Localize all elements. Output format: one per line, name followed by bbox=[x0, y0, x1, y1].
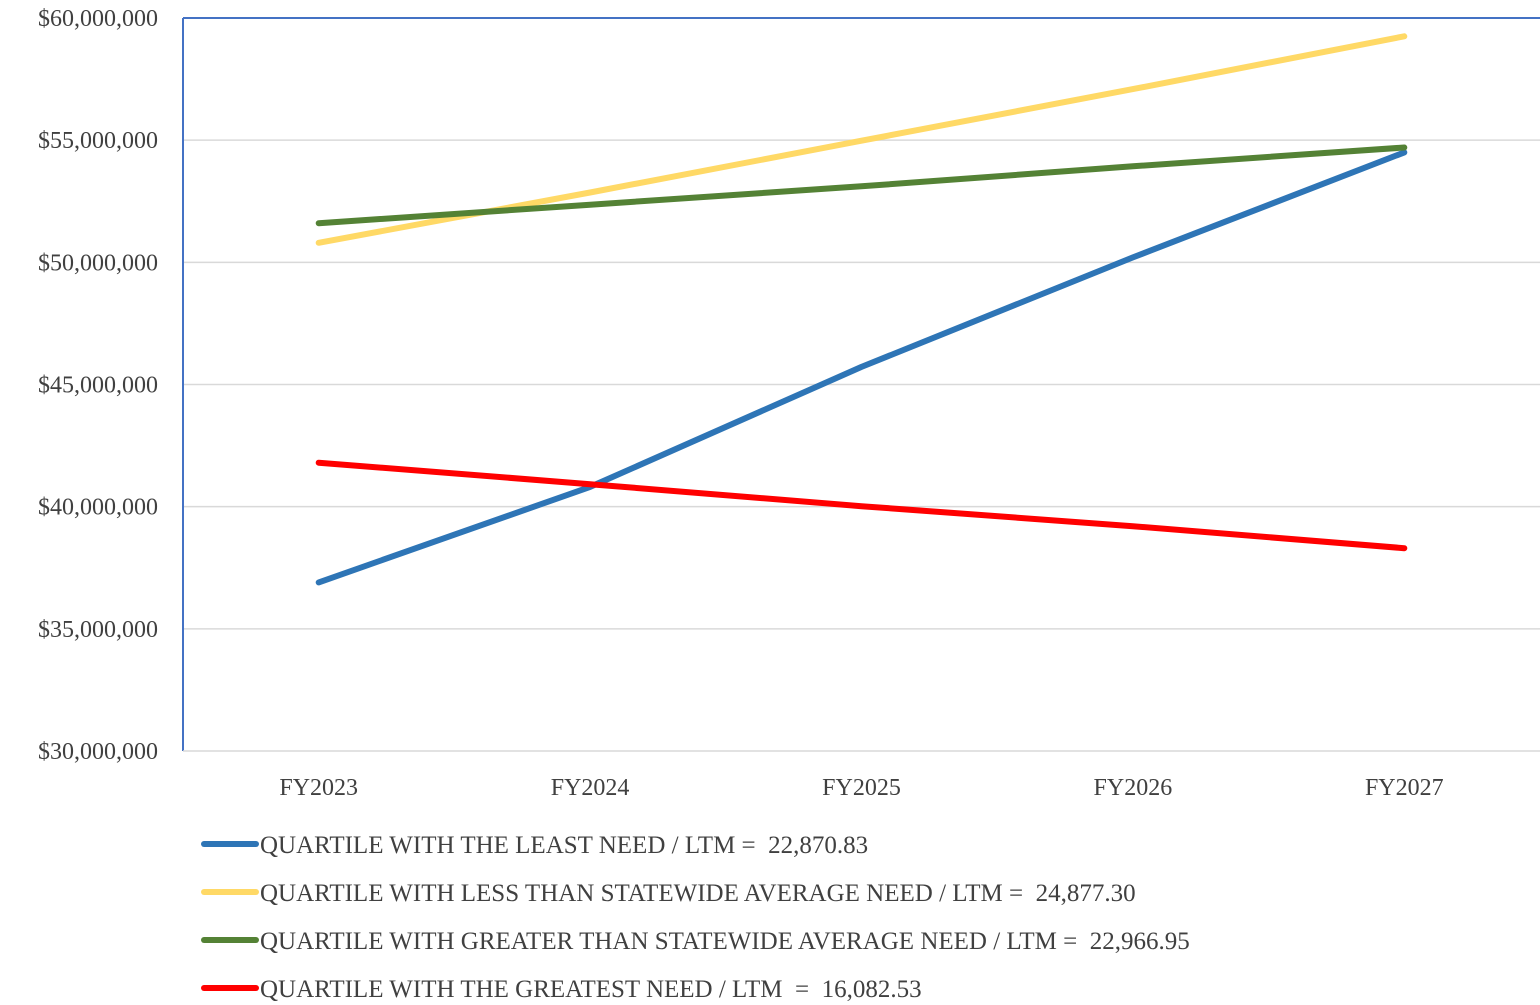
y-tick-label-6: $60,000,000 bbox=[38, 6, 158, 32]
legend-label-1: QUARTILE WITH THE LEAST NEED / LTM = 22,… bbox=[260, 832, 868, 859]
series-lines bbox=[315, 33, 1408, 586]
y-tick-label-4: $50,000,000 bbox=[38, 250, 158, 276]
x-tick-label-FY2024: FY2024 bbox=[551, 775, 630, 801]
series-line-3 bbox=[315, 144, 1408, 227]
y-tick-label-1: $35,000,000 bbox=[38, 617, 158, 643]
y-tick-label-3: $45,000,000 bbox=[38, 373, 158, 399]
y-tick-label-5: $55,000,000 bbox=[38, 128, 158, 154]
series-line-4 bbox=[315, 459, 1408, 552]
x-tick-label-FY2027: FY2027 bbox=[1365, 775, 1444, 801]
legend-label-2: QUARTILE WITH LESS THAN STATEWIDE AVERAG… bbox=[260, 880, 1136, 907]
gridlines bbox=[183, 17, 1540, 630]
axes bbox=[182, 17, 1540, 752]
y-axis-tick-labels: $30,000,000 $35,000,000 $40,000,000 $45,000… bbox=[38, 6, 158, 765]
y-tick-label-2: $40,000,000 bbox=[38, 495, 158, 521]
x-tick-label-FY2026: FY2026 bbox=[1094, 775, 1173, 801]
x-tick-label-FY2025: FY2025 bbox=[822, 775, 901, 801]
legend-label-3: QUARTILE WITH GREATER THAN STATEWIDE AVE… bbox=[260, 928, 1190, 955]
legend: QUARTILE WITH THE LEAST NEED / LTM = 22,… bbox=[201, 832, 1190, 1003]
y-tick-label-0: $30,000,000 bbox=[38, 739, 158, 765]
series-line-1 bbox=[315, 149, 1408, 586]
x-tick-label-FY2023: FY2023 bbox=[279, 775, 358, 801]
x-axis-tick-labels: FY2023 FY2024 FY2025 FY2026 FY2027 bbox=[279, 775, 1443, 801]
legend-label-4: QUARTILE WITH THE GREATEST NEED / LTM = … bbox=[260, 976, 922, 1003]
